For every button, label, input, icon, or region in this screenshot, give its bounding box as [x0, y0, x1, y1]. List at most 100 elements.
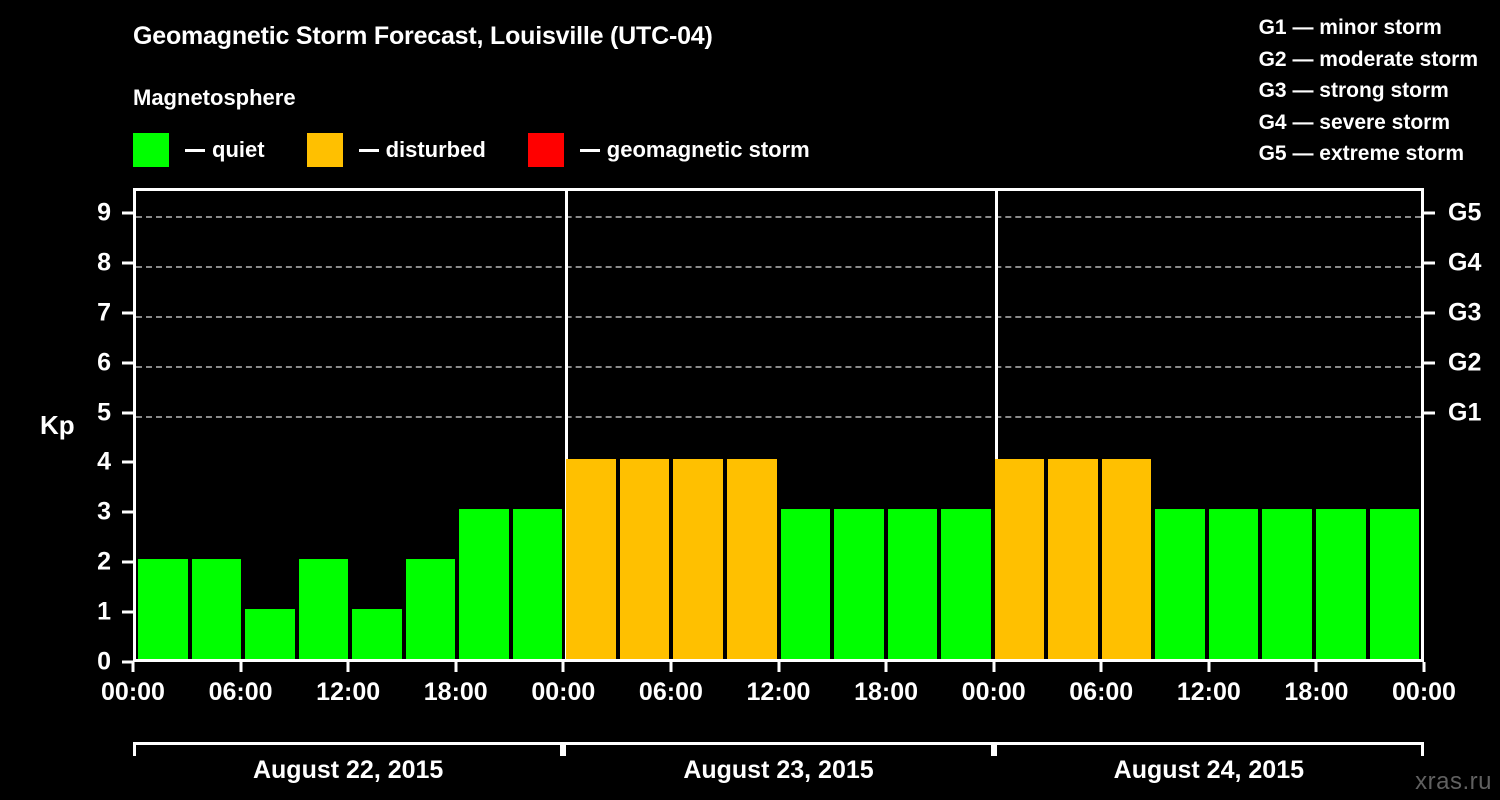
bar-slot: [511, 191, 565, 659]
bar-slot: [1100, 191, 1154, 659]
red-square-icon: [527, 133, 564, 167]
gridline-kp-9: [136, 215, 1421, 218]
bar-Aug-24-21-00[interactable]: [1369, 509, 1420, 659]
x-tick-mark-12: [1422, 662, 1426, 672]
bar-slot: [190, 191, 244, 659]
g-tick-label-G3: G3: [1448, 298, 1482, 327]
bar-Aug-24-09-00[interactable]: [1155, 509, 1205, 659]
y-tick-mark-9: [122, 211, 133, 215]
g-tick-mark-G1: [1424, 411, 1435, 415]
g-scale-item-5: G5 — extreme storm: [1258, 142, 1465, 165]
orange-square-icon: [306, 133, 343, 167]
g-scale-item-2: G2 — moderate storm: [1258, 47, 1478, 71]
bar-slot: [993, 191, 1047, 659]
bar-slot: [1368, 191, 1422, 659]
day-group-3: August 24, 2015: [993, 742, 1424, 800]
x-tick-mark-5: [669, 662, 673, 672]
bar-Aug-22-15-00[interactable]: [405, 559, 456, 659]
bar-Aug-24-00-00[interactable]: [994, 459, 1045, 659]
day-label-3: August 24, 2015: [1113, 756, 1304, 784]
g-tick-label-G5: G5: [1448, 198, 1482, 227]
plot-area: [133, 188, 1424, 662]
bar-slot: [136, 191, 190, 659]
day-group-2: August 23, 2015: [563, 742, 994, 800]
y-tick-mark-8: [122, 261, 133, 265]
bar-slot: [1314, 191, 1368, 659]
x-tick-mark-3: [454, 662, 458, 672]
x-tick-label-12: 00:00: [1392, 678, 1456, 706]
legend-label: quiet: [212, 137, 265, 162]
bar-Aug-24-18-00[interactable]: [1316, 509, 1366, 659]
x-tick-label-4: 00:00: [531, 678, 596, 706]
green-square-icon: [133, 133, 169, 167]
x-tick-mark-1: [239, 662, 243, 672]
bar-slot: [243, 191, 297, 659]
y-tick-label-2: 2: [97, 547, 111, 576]
y-axis-left: 0 1 2 3 4 5 6 7 8 9: [0, 188, 133, 676]
legend-entry-disturbed: disturbed: [306, 132, 486, 168]
x-tick-mark-6: [777, 662, 780, 672]
g-tick-mark-G3: [1424, 311, 1435, 315]
x-tick-label-2: 12:00: [316, 678, 381, 706]
bar-slot: [1207, 191, 1261, 659]
g-tick-mark-G4: [1424, 261, 1435, 265]
x-tick-mark-8: [992, 662, 996, 672]
y-tick-label-4: 4: [97, 447, 111, 476]
x-tick-label-10: 12:00: [1176, 678, 1241, 706]
y-axis-right: G1 G2 G3 G4 G5: [1424, 188, 1500, 662]
g-tick-label-G1: G1: [1448, 398, 1482, 427]
day-label-2: August 23, 2015: [683, 756, 874, 784]
legend-dash-icon: [185, 148, 205, 152]
g-scale-item-3: G3 — strong storm: [1258, 79, 1449, 102]
bar-slot: [779, 191, 833, 659]
gridline-kp-7: [136, 315, 1421, 318]
color-legend: quiet disturbed geomagnetic storm: [133, 132, 810, 168]
bar-Aug-24-03-00[interactable]: [1048, 459, 1098, 659]
bar-Aug-22-09-00[interactable]: [298, 559, 349, 659]
day-bracket-3: [993, 742, 1424, 756]
day-group-1: August 22, 2015: [133, 742, 564, 800]
g-scale-item-1: G1 — minor storm: [1258, 16, 1442, 39]
bar-Aug-23-09-00[interactable]: [727, 459, 777, 659]
bar-Aug-22-00-00[interactable]: [138, 559, 188, 659]
bar-Aug-24-06-00[interactable]: [1101, 459, 1152, 659]
bar-Aug-22-03-00[interactable]: [191, 559, 242, 659]
bar-Aug-23-06-00[interactable]: [673, 459, 724, 659]
y-axis-title: Kp: [40, 410, 75, 440]
x-axis: 00:00 06:00 12:00 18:00 00:00 06:00 12:00 18:00…: [101, 662, 1456, 712]
bar-Aug-22-06-00[interactable]: [245, 609, 295, 659]
g-scale-legend: G1 — minor storm G2 — moderate storm G3 — …: [1259, 12, 1478, 170]
watermark: xras.ru: [1415, 768, 1492, 795]
bar-Aug-24-15-00[interactable]: [1262, 509, 1313, 659]
bar-slot: [618, 191, 672, 659]
bar-Aug-23-21-00[interactable]: [941, 509, 991, 659]
x-tick-mark-4: [561, 662, 565, 672]
bar-slot: [1046, 191, 1100, 659]
bar-slot: [404, 191, 458, 659]
y-tick-label-0: 0: [97, 647, 111, 676]
bar-slot: [350, 191, 404, 659]
bar-Aug-22-18-00[interactable]: [459, 509, 509, 659]
bar-Aug-22-12-00[interactable]: [352, 609, 402, 659]
bar-slot: [886, 191, 940, 659]
bar-Aug-22-21-00[interactable]: [512, 509, 563, 659]
x-tick-label-7: 18:00: [854, 678, 919, 706]
magnetosphere-label: Magnetosphere: [133, 85, 296, 110]
g-tick-mark-G5: [1424, 211, 1435, 215]
bar-Aug-23-18-00[interactable]: [887, 509, 938, 659]
bar-Aug-24-12-00[interactable]: [1208, 509, 1259, 659]
bar-Aug-23-00-00[interactable]: [566, 459, 616, 659]
x-tick-label-11: 18:00: [1284, 678, 1349, 706]
day-divider-2: [995, 191, 999, 659]
y-tick-mark-3: [122, 510, 133, 514]
y-tick-label-7: 7: [97, 298, 111, 327]
x-tick-label-3: 18:00: [423, 678, 488, 706]
bar-slot: [939, 191, 993, 659]
bar-Aug-23-15-00[interactable]: [834, 509, 884, 659]
g-tick-label-G4: G4: [1448, 248, 1482, 277]
x-tick-label-5: 06:00: [638, 678, 703, 706]
bar-Aug-23-12-00[interactable]: [780, 509, 831, 659]
y-tick-label-1: 1: [97, 597, 111, 626]
bar-Aug-23-03-00[interactable]: [619, 459, 670, 659]
legend-entry-geomagnetic-storm: geomagnetic storm: [527, 132, 810, 168]
